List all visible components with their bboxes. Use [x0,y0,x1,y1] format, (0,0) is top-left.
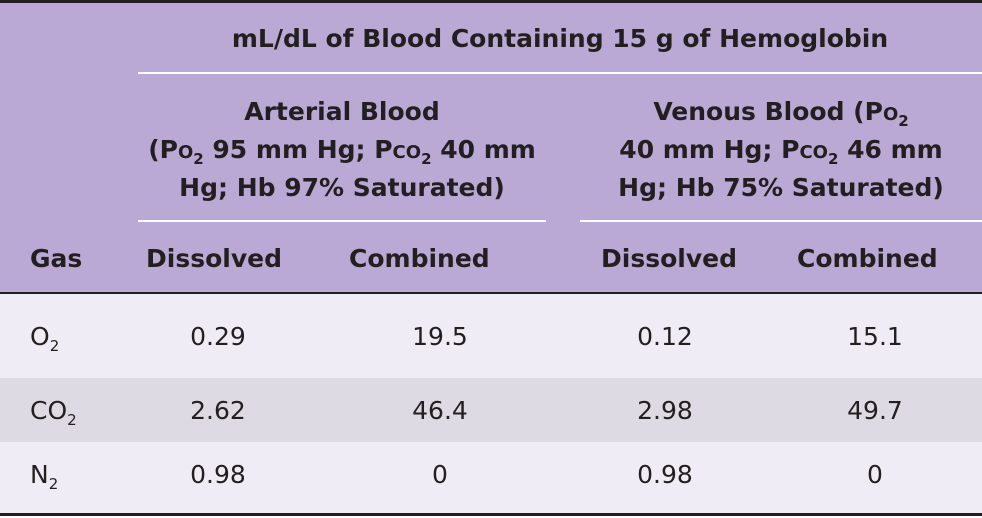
arterial-combined-cell: 0 [432,460,448,489]
table-header [0,3,982,293]
row-background-co2 [0,378,982,442]
span-title-underline [138,72,982,74]
arterial-combined-cell: 19.5 [412,322,468,351]
venous-dissolved-cell: 2.98 [637,396,693,425]
row-background-o2 [0,294,982,378]
column-header-venous-combined: Combined [797,244,938,273]
venous-header-line-1: Venous Blood (Po2 [653,97,909,130]
arterial-group-underline [138,220,546,222]
column-header-arterial-dissolved: Dissolved [146,244,282,273]
venous-group-underline [580,220,982,222]
arterial-dissolved-cell: 0.98 [190,460,246,489]
venous-combined-cell: 49.7 [847,396,903,425]
column-header-gas: Gas [30,244,83,273]
gas-cell: O2 [30,322,60,355]
venous-header-line-3: Hg; Hb 75% Saturated) [618,173,944,202]
arterial-blood-header: Arterial Blood (Po2 95 mm Hg; Pco2 40 mm… [138,93,546,207]
venous-dissolved-cell: 0.12 [637,322,693,351]
arterial-header-line-1: Arterial Blood [244,97,440,126]
venous-combined-cell: 0 [867,460,883,489]
spanning-header: mL/dL of Blood Containing 15 g of Hemogl… [231,24,889,53]
venous-header-line-2: 40 mm Hg; Pco2 46 mm [619,135,943,168]
column-header-venous-dissolved: Dissolved [601,244,737,273]
row-background-n2 [0,442,982,513]
arterial-dissolved-cell: 0.29 [190,322,246,351]
venous-dissolved-cell: 0.98 [637,460,693,489]
gas-cell: N2 [30,460,59,493]
arterial-dissolved-cell: 2.62 [190,396,246,425]
column-header-arterial-combined: Combined [349,244,490,273]
top-rule [0,0,982,3]
venous-blood-header: Venous Blood (Po2 40 mm Hg; Pco2 46 mm H… [580,93,982,207]
header-bottom-rule [0,292,982,294]
gas-cell: CO2 [30,396,77,429]
arterial-header-line-2: (Po2 95 mm Hg; Pco2 40 mm [148,135,536,168]
venous-combined-cell: 15.1 [847,322,903,351]
arterial-combined-cell: 46.4 [412,396,468,425]
arterial-header-line-3: Hg; Hb 97% Saturated) [179,173,505,202]
bottom-rule [0,513,982,516]
